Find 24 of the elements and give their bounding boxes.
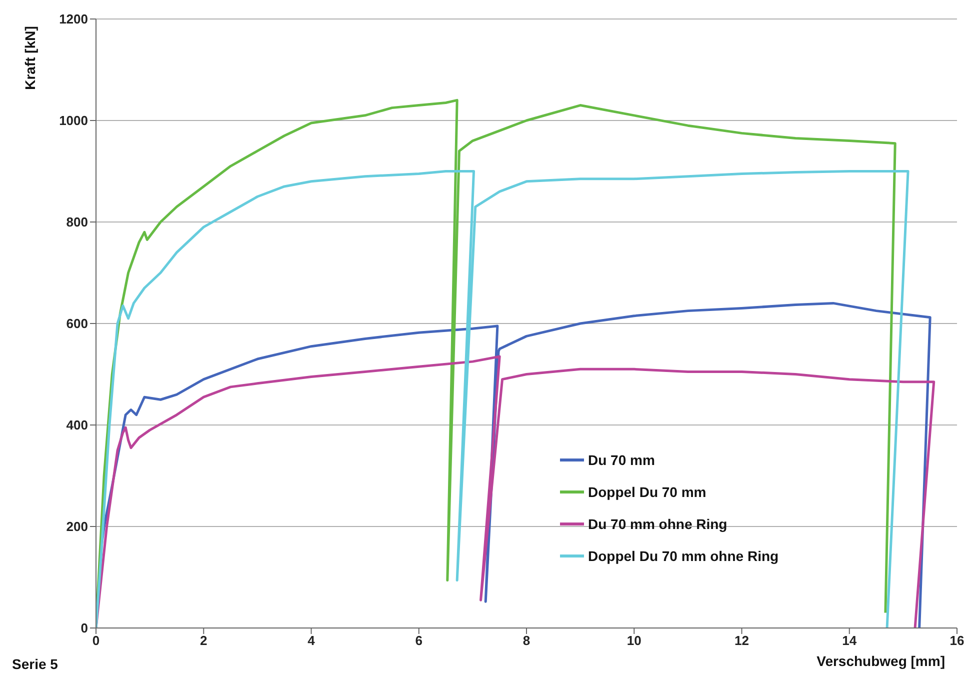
legend-label: Du 70 mm ohne Ring [588, 516, 728, 532]
y-tick-label: 0 [80, 620, 88, 636]
x-tick-label: 8 [522, 633, 530, 648]
y-tick-label: 600 [66, 316, 88, 332]
legend-label: Doppel Du 70 mm ohne Ring [588, 548, 779, 564]
y-axis-title: Kraft [kN] [22, 26, 38, 90]
line-series [96, 355, 936, 628]
y-tick-label: 1000 [59, 113, 88, 128]
legend-label: Doppel Du 70 mm [588, 484, 706, 500]
text: Serie 5 [12, 656, 58, 672]
x-tick-label: 14 [842, 633, 858, 648]
x-tick-label: 0 [92, 633, 100, 648]
x-tick-label: 4 [308, 633, 316, 648]
y-tick-label: 800 [66, 214, 88, 230]
legend-label: Du 70 mm [588, 452, 655, 468]
x-tick-label: 12 [734, 633, 749, 648]
x-tick-label: 6 [415, 633, 422, 648]
x-axis-title: Verschubweg [mm] [816, 653, 945, 669]
y-tick-label: 200 [66, 519, 88, 534]
y-tick-label: 1200 [59, 12, 88, 27]
x-tick-label: 16 [950, 633, 964, 648]
x-tick-label: 10 [626, 633, 642, 648]
x-tick-label: 2 [200, 633, 208, 648]
y-tick-label: 400 [66, 418, 88, 433]
